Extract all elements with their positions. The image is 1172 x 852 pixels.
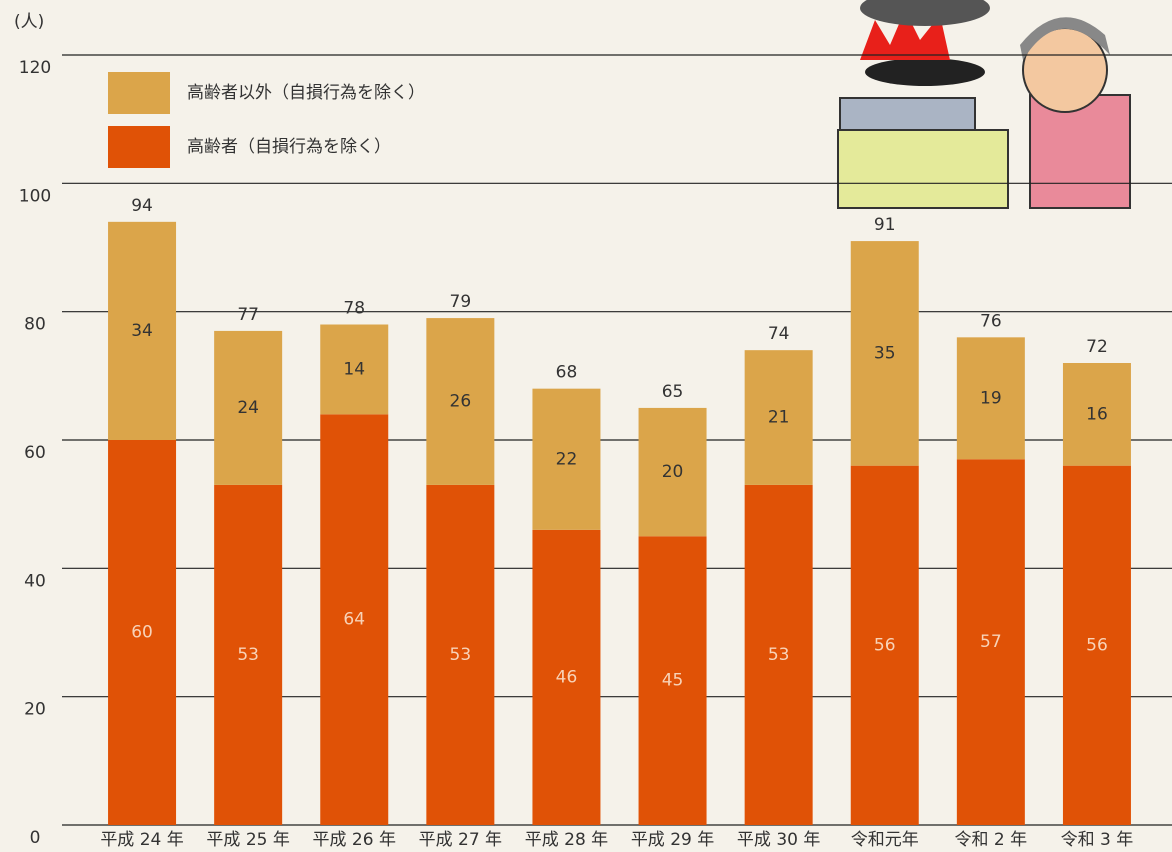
value-label: 56 bbox=[874, 635, 896, 655]
y-tick-label: 100 bbox=[19, 186, 51, 206]
value-label: 20 bbox=[662, 462, 684, 482]
illustration bbox=[838, 0, 1130, 208]
x-tick-label: 平成 27 年 bbox=[419, 830, 502, 850]
x-tick-label: 令和 3 年 bbox=[1061, 830, 1134, 850]
total-label: 68 bbox=[556, 363, 578, 383]
total-label: 94 bbox=[131, 196, 153, 216]
total-label: 74 bbox=[768, 324, 790, 344]
y-axis-label: (人) bbox=[14, 12, 44, 32]
value-label: 16 bbox=[1086, 404, 1108, 424]
total-label: 78 bbox=[343, 299, 365, 319]
x-tick-label: 平成 25 年 bbox=[206, 830, 289, 850]
total-label: 72 bbox=[1086, 337, 1108, 357]
value-label: 46 bbox=[556, 667, 578, 687]
total-label: 76 bbox=[980, 311, 1002, 331]
y-tick-label: 40 bbox=[24, 571, 46, 591]
total-label: 91 bbox=[874, 215, 896, 235]
value-label: 53 bbox=[237, 645, 259, 665]
legend-label: 高齢者以外（自損行為を除く） bbox=[187, 83, 425, 103]
total-label: 65 bbox=[662, 382, 684, 402]
value-label: 53 bbox=[450, 645, 472, 665]
x-tick-label: 平成 29 年 bbox=[631, 830, 714, 850]
value-label: 64 bbox=[343, 610, 365, 630]
value-label: 21 bbox=[768, 408, 790, 428]
total-label: 79 bbox=[450, 292, 472, 312]
value-label: 45 bbox=[662, 671, 684, 691]
value-label: 35 bbox=[874, 343, 896, 363]
x-tick-label: 平成 24 年 bbox=[100, 830, 183, 850]
value-label: 34 bbox=[131, 321, 153, 341]
value-label: 53 bbox=[768, 645, 790, 665]
y-tick-label: 0 bbox=[30, 828, 41, 848]
value-label: 19 bbox=[980, 388, 1002, 408]
y-tick-label: 20 bbox=[24, 700, 46, 720]
value-label: 14 bbox=[343, 359, 365, 379]
total-label: 77 bbox=[237, 305, 259, 325]
chart: (人) 0 20 40 60 80 100 120 60 34 94 平成 24 年 53 24 77 平成… bbox=[0, 0, 1172, 852]
y-tick-label: 80 bbox=[24, 315, 46, 335]
legend-swatch bbox=[108, 126, 170, 168]
value-label: 24 bbox=[237, 398, 259, 418]
x-tick-label: 令和 2 年 bbox=[955, 830, 1028, 850]
value-label: 60 bbox=[131, 623, 153, 643]
x-tick-label: 平成 26 年 bbox=[313, 830, 396, 850]
value-label: 56 bbox=[1086, 635, 1108, 655]
x-tick-label: 令和元年 bbox=[851, 830, 919, 850]
x-tick-label: 平成 28 年 bbox=[525, 830, 608, 850]
value-label: 26 bbox=[450, 392, 472, 412]
page: {"chart_data": {"type": "stacked-bar", "… bbox=[0, 0, 1172, 852]
x-tick-label: 平成 30 年 bbox=[737, 830, 820, 850]
value-label: 57 bbox=[980, 632, 1002, 652]
y-tick-label: 120 bbox=[19, 58, 51, 78]
y-tick-label: 60 bbox=[24, 443, 46, 463]
value-label: 22 bbox=[556, 449, 578, 469]
legend-label: 高齢者（自損行為を除く） bbox=[187, 137, 391, 157]
legend-swatch bbox=[108, 72, 170, 114]
